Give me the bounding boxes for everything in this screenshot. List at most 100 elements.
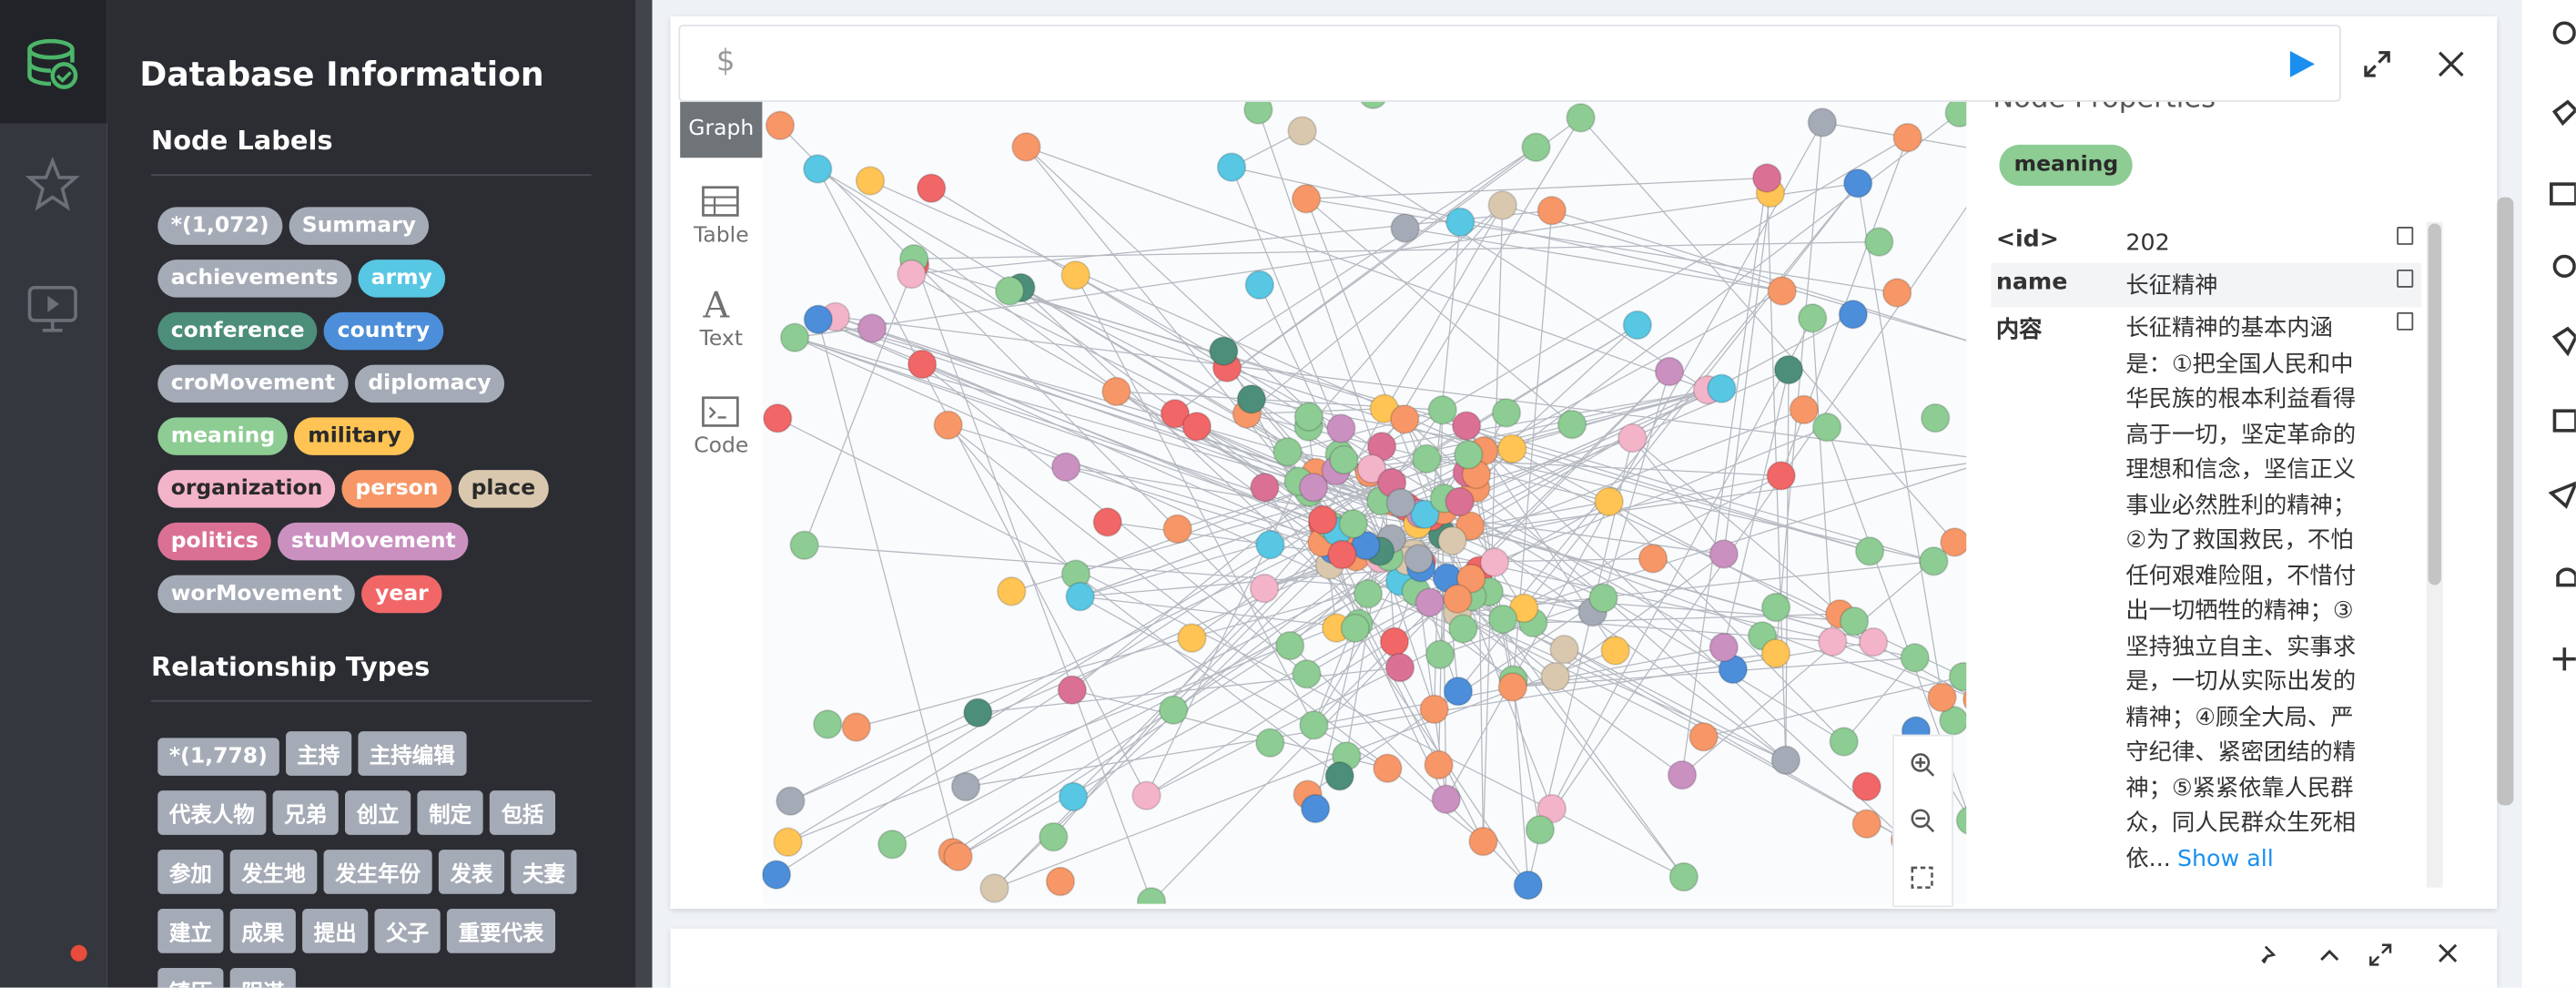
relationship-tag[interactable]: 发生年份 — [323, 850, 432, 894]
node-label-tag[interactable]: conference — [157, 311, 319, 351]
graph-node[interactable] — [1160, 399, 1191, 429]
editor[interactable] — [678, 25, 2341, 102]
graph-node[interactable] — [1709, 632, 1739, 663]
graph-node[interactable] — [1751, 163, 1782, 193]
copy-icon[interactable] — [2397, 311, 2414, 331]
guides-icon[interactable] — [25, 280, 80, 335]
graph-node[interactable] — [1050, 452, 1081, 483]
graph-node[interactable] — [1618, 423, 1648, 453]
graph-node[interactable] — [1182, 412, 1212, 442]
node-label-tag[interactable]: person — [341, 470, 451, 508]
graph-node[interactable] — [1557, 409, 1587, 440]
relationship-tag[interactable]: 重要代表 — [447, 909, 556, 953]
page-scrollbar[interactable] — [2497, 197, 2514, 806]
graph-node[interactable] — [1045, 866, 1076, 897]
expand-button[interactable] — [2360, 47, 2393, 80]
graph-node[interactable] — [1939, 706, 1967, 736]
graph-node[interactable] — [1359, 101, 1387, 109]
graph-node[interactable] — [1291, 184, 1322, 214]
graph-node[interactable] — [897, 259, 927, 290]
graph-node[interactable] — [763, 403, 793, 433]
graph-node[interactable] — [1131, 780, 1161, 810]
relationship-tag[interactable]: 建立 — [157, 909, 224, 953]
graph-node[interactable] — [1412, 443, 1442, 474]
graph-node[interactable] — [1244, 270, 1274, 300]
graph-node[interactable] — [776, 786, 806, 816]
graph-node[interactable] — [1839, 606, 1870, 637]
favorites-icon[interactable] — [25, 156, 80, 211]
graph-node[interactable] — [1948, 661, 1967, 692]
graph-node[interactable] — [1300, 793, 1331, 824]
graph-node[interactable] — [1101, 376, 1131, 407]
graph-node[interactable] — [1427, 395, 1457, 425]
graph-node[interactable] — [1709, 539, 1739, 569]
node-label-tag[interactable]: army — [358, 260, 446, 298]
graph-node[interactable] — [1811, 412, 1842, 443]
graph-node[interactable] — [1307, 504, 1338, 535]
node-label-tag[interactable]: place — [458, 470, 549, 508]
graph-node[interactable] — [812, 709, 843, 739]
node-label-tag[interactable]: *(1,072) — [157, 207, 283, 245]
node-label-tag[interactable]: country — [324, 311, 443, 351]
graph-node[interactable] — [1340, 613, 1371, 644]
relationship-tag[interactable]: 阴谋 — [229, 968, 296, 988]
graph-node[interactable] — [1864, 227, 1894, 257]
graph-node[interactable] — [1838, 299, 1869, 330]
relationship-tag[interactable]: 提出 — [302, 909, 369, 953]
graph-node[interactable] — [1298, 472, 1329, 503]
graph-node[interactable] — [1900, 643, 1930, 673]
graph-node[interactable] — [1448, 614, 1478, 644]
graph-node[interactable] — [1250, 472, 1280, 503]
graph-node[interactable] — [1390, 404, 1420, 434]
graph-node[interactable] — [916, 173, 947, 203]
node-label-tag[interactable]: achievements — [157, 260, 352, 298]
graph-node[interactable] — [803, 304, 834, 335]
node-label-tag[interactable]: stuMovement — [278, 522, 470, 561]
graph-node[interactable] — [877, 830, 908, 860]
relationship-tag[interactable]: 父子 — [374, 909, 441, 953]
graph-node[interactable] — [1356, 453, 1387, 484]
graph-node[interactable] — [1445, 486, 1475, 517]
label-tag[interactable]: meaning — [1999, 144, 2134, 186]
graph-node[interactable] — [1092, 507, 1122, 537]
graph-node[interactable] — [1443, 584, 1473, 614]
node-label-tag[interactable]: politics — [157, 522, 272, 561]
graph-node[interactable] — [1468, 826, 1498, 857]
graph-node[interactable] — [1324, 761, 1354, 791]
graph-node[interactable] — [1431, 784, 1461, 814]
graph-node[interactable] — [1255, 529, 1285, 560]
graph-node[interactable] — [1767, 276, 1797, 306]
relationship-tag[interactable]: 创立 — [345, 790, 411, 835]
node-label-tag[interactable]: Summary — [289, 207, 430, 245]
run-button[interactable] — [2284, 46, 2320, 83]
node-label-tag[interactable]: meaning — [157, 417, 289, 455]
graph-node[interactable] — [1293, 402, 1324, 432]
graph-node[interactable] — [1689, 721, 1719, 752]
graph-node[interactable] — [1299, 710, 1329, 740]
graph-node[interactable] — [1549, 634, 1579, 665]
graph-node[interactable] — [779, 322, 810, 352]
graph-node[interactable] — [1273, 436, 1303, 467]
graph-node[interactable] — [1177, 623, 1207, 653]
relationship-tag[interactable]: 参加 — [157, 850, 224, 894]
graph-node[interactable] — [1919, 546, 1949, 576]
close-button[interactable] — [2437, 49, 2466, 78]
graph-node[interactable] — [1842, 168, 1873, 199]
graph-node[interactable] — [1385, 488, 1416, 518]
graph-node[interactable] — [1158, 695, 1189, 725]
graph-node[interactable] — [765, 110, 796, 141]
graph-node[interactable] — [1243, 101, 1273, 125]
graph-node[interactable] — [1892, 122, 1922, 153]
relationship-tag[interactable]: 主持编辑 — [358, 731, 467, 776]
graph-node[interactable] — [1797, 303, 1828, 333]
graph-node[interactable] — [1881, 278, 1912, 308]
panel-scroll-thumb[interactable] — [2428, 223, 2441, 586]
graph-node[interactable] — [1667, 759, 1698, 790]
graph-node[interactable] — [1057, 675, 1088, 705]
graph-node[interactable] — [1011, 132, 1041, 162]
graph-node[interactable] — [841, 712, 871, 742]
graph-node[interactable] — [1525, 815, 1556, 845]
graph-canvas[interactable] — [762, 101, 1967, 904]
tab-table[interactable]: Table — [693, 223, 749, 249]
node-label-tag[interactable]: organization — [157, 470, 336, 508]
